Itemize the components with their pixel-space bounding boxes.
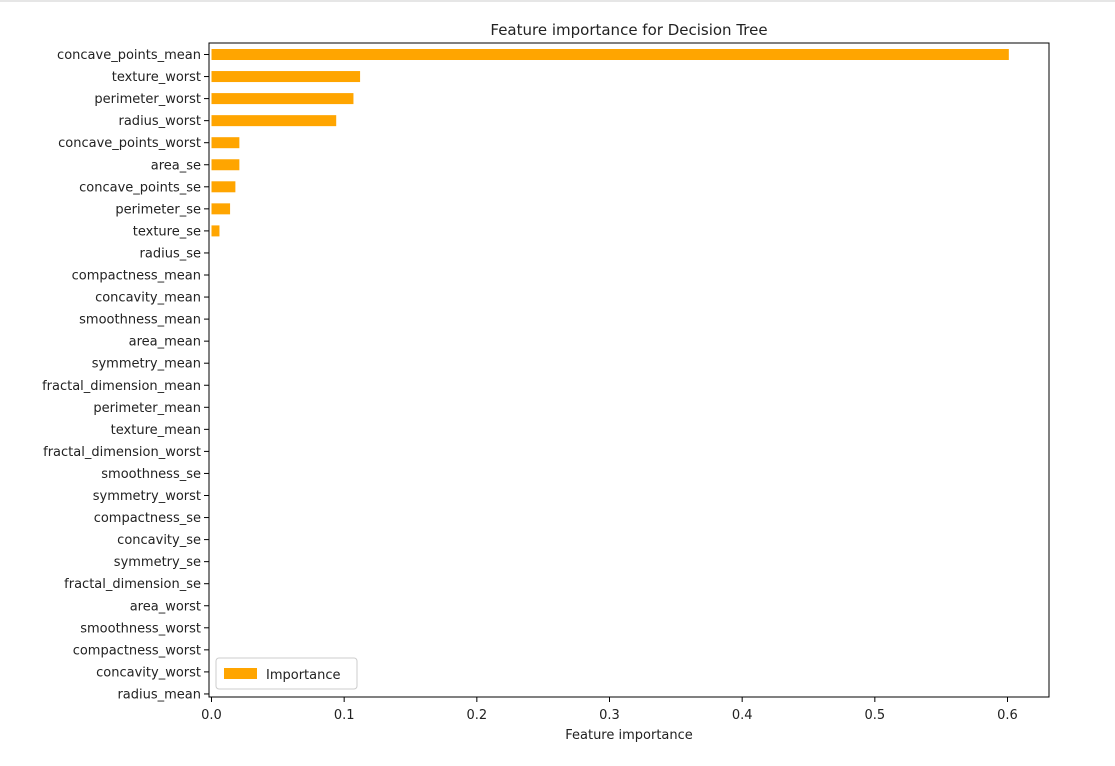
y-tick-label-symmetry-mean: symmetry_mean bbox=[92, 357, 201, 372]
y-tick-label-perimeter-mean: perimeter_mean bbox=[93, 401, 201, 416]
y-tick-label-compactness-mean: compactness_mean bbox=[72, 269, 201, 284]
legend-label: Importance bbox=[266, 668, 341, 683]
x-tick-label-6: 0.6 bbox=[997, 708, 1018, 723]
y-tick-label-concavity-se: concavity_se bbox=[117, 533, 201, 548]
legend: Importance bbox=[215, 657, 358, 690]
y-tick-label-area-worst: area_worst bbox=[130, 599, 201, 614]
bar-texture-se bbox=[211, 225, 220, 237]
y-tick-label-smoothness-se: smoothness_se bbox=[101, 467, 201, 482]
x-axis-label: Feature importance bbox=[565, 728, 693, 743]
bar-radius-worst bbox=[211, 115, 337, 127]
bar-concave-points-se bbox=[211, 181, 236, 193]
y-tick-label-smoothness-worst: smoothness_worst bbox=[80, 621, 201, 636]
y-tick-label-symmetry-worst: symmetry_worst bbox=[93, 489, 201, 504]
y-tick-label-fractal-dimension-worst: fractal_dimension_worst bbox=[43, 445, 201, 460]
bars-group bbox=[211, 49, 1009, 237]
y-tick-label-fractal-dimension-se: fractal_dimension_se bbox=[64, 577, 201, 592]
y-tick-label-symmetry-se: symmetry_se bbox=[114, 555, 201, 570]
x-axis: 0.0 0.1 0.2 0.3 0.4 0.5 0.6 bbox=[201, 697, 1018, 723]
y-tick-label-perimeter-worst: perimeter_worst bbox=[94, 92, 201, 107]
y-tick-label-perimeter-se: perimeter_se bbox=[115, 202, 201, 217]
bar-concave-points-worst bbox=[211, 137, 240, 149]
y-tick-label-area-se: area_se bbox=[151, 158, 201, 173]
legend-swatch bbox=[224, 668, 257, 679]
chart-title: Feature importance for Decision Tree bbox=[490, 21, 767, 39]
x-tick-label-5: 0.5 bbox=[864, 708, 885, 723]
legend-box bbox=[215, 657, 358, 690]
y-tick-label-radius-worst: radius_worst bbox=[119, 114, 202, 129]
bar-perimeter-worst bbox=[211, 93, 354, 105]
top-divider bbox=[0, 0, 1115, 2]
y-tick-label-compactness-worst: compactness_worst bbox=[73, 643, 201, 658]
x-tick-label-3: 0.3 bbox=[599, 708, 620, 723]
x-tick-label-1: 0.1 bbox=[334, 708, 355, 723]
y-tick-label-texture-worst: texture_worst bbox=[112, 70, 201, 85]
y-tick-label-concavity-worst: concavity_worst bbox=[96, 665, 201, 680]
y-tick-label-concavity-mean: concavity_mean bbox=[95, 291, 201, 306]
y-tick-label-radius-se: radius_se bbox=[140, 246, 201, 261]
x-tick-label-0: 0.0 bbox=[201, 708, 222, 723]
bar-perimeter-se bbox=[211, 203, 231, 215]
bar-texture-worst bbox=[211, 71, 361, 83]
x-tick-label-2: 0.2 bbox=[466, 708, 487, 723]
bar-area-se bbox=[211, 159, 240, 171]
y-axis: concave_points_mean texture_worst perimete… bbox=[42, 48, 209, 702]
x-tick-label-4: 0.4 bbox=[732, 708, 753, 723]
y-tick-label-texture-mean: texture_mean bbox=[111, 423, 201, 438]
y-tick-label-concave-points-se: concave_points_se bbox=[79, 180, 201, 195]
y-tick-label-concave-points-worst: concave_points_worst bbox=[58, 136, 201, 151]
y-tick-label-texture-se: texture_se bbox=[133, 224, 201, 239]
y-tick-label-fractal-dimension-mean: fractal_dimension_mean bbox=[42, 379, 201, 394]
plot-frame bbox=[208, 42, 1050, 698]
y-tick-label-concave-points-mean: concave_points_mean bbox=[57, 48, 201, 63]
y-tick-label-smoothness-mean: smoothness_mean bbox=[79, 313, 201, 328]
y-tick-label-radius-mean: radius_mean bbox=[117, 687, 201, 702]
bar-concave-points-mean bbox=[211, 49, 1009, 60]
y-tick-label-compactness-se: compactness_se bbox=[94, 511, 201, 526]
y-tick-label-area-mean: area_mean bbox=[129, 335, 201, 350]
